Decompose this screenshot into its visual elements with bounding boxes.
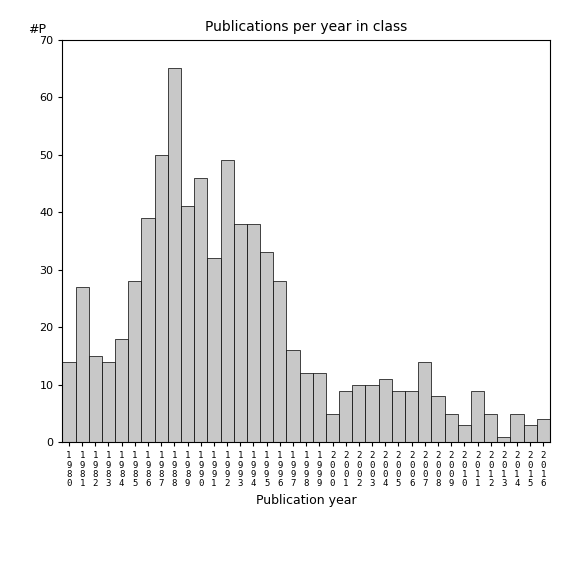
Bar [352, 385, 366, 442]
Bar [88, 356, 102, 442]
Bar [168, 69, 181, 442]
Bar [247, 224, 260, 442]
Bar [115, 338, 128, 442]
Bar [75, 287, 88, 442]
Bar [339, 391, 352, 442]
Bar [405, 391, 418, 442]
Bar [234, 224, 247, 442]
Bar [221, 160, 234, 442]
Bar [537, 419, 550, 442]
Bar [524, 425, 537, 442]
Bar [445, 413, 458, 442]
Bar [458, 425, 471, 442]
Bar [484, 413, 497, 442]
Bar [379, 379, 392, 442]
Title: Publications per year in class: Publications per year in class [205, 20, 407, 35]
Bar [497, 437, 510, 442]
Bar [260, 252, 273, 442]
X-axis label: Publication year: Publication year [256, 494, 357, 507]
Bar [471, 391, 484, 442]
Bar [326, 413, 339, 442]
Bar [510, 413, 524, 442]
Bar [299, 373, 313, 442]
Bar [62, 362, 75, 442]
Bar [313, 373, 326, 442]
Bar [194, 177, 208, 442]
Bar [418, 362, 431, 442]
Bar [366, 385, 379, 442]
Bar [392, 391, 405, 442]
Bar [273, 281, 286, 442]
Bar [155, 155, 168, 442]
Bar [286, 350, 299, 442]
Bar [208, 258, 221, 442]
Text: #P: #P [28, 23, 46, 36]
Bar [128, 281, 141, 442]
Bar [102, 362, 115, 442]
Bar [141, 218, 155, 442]
Bar [181, 206, 194, 442]
Bar [431, 396, 445, 442]
